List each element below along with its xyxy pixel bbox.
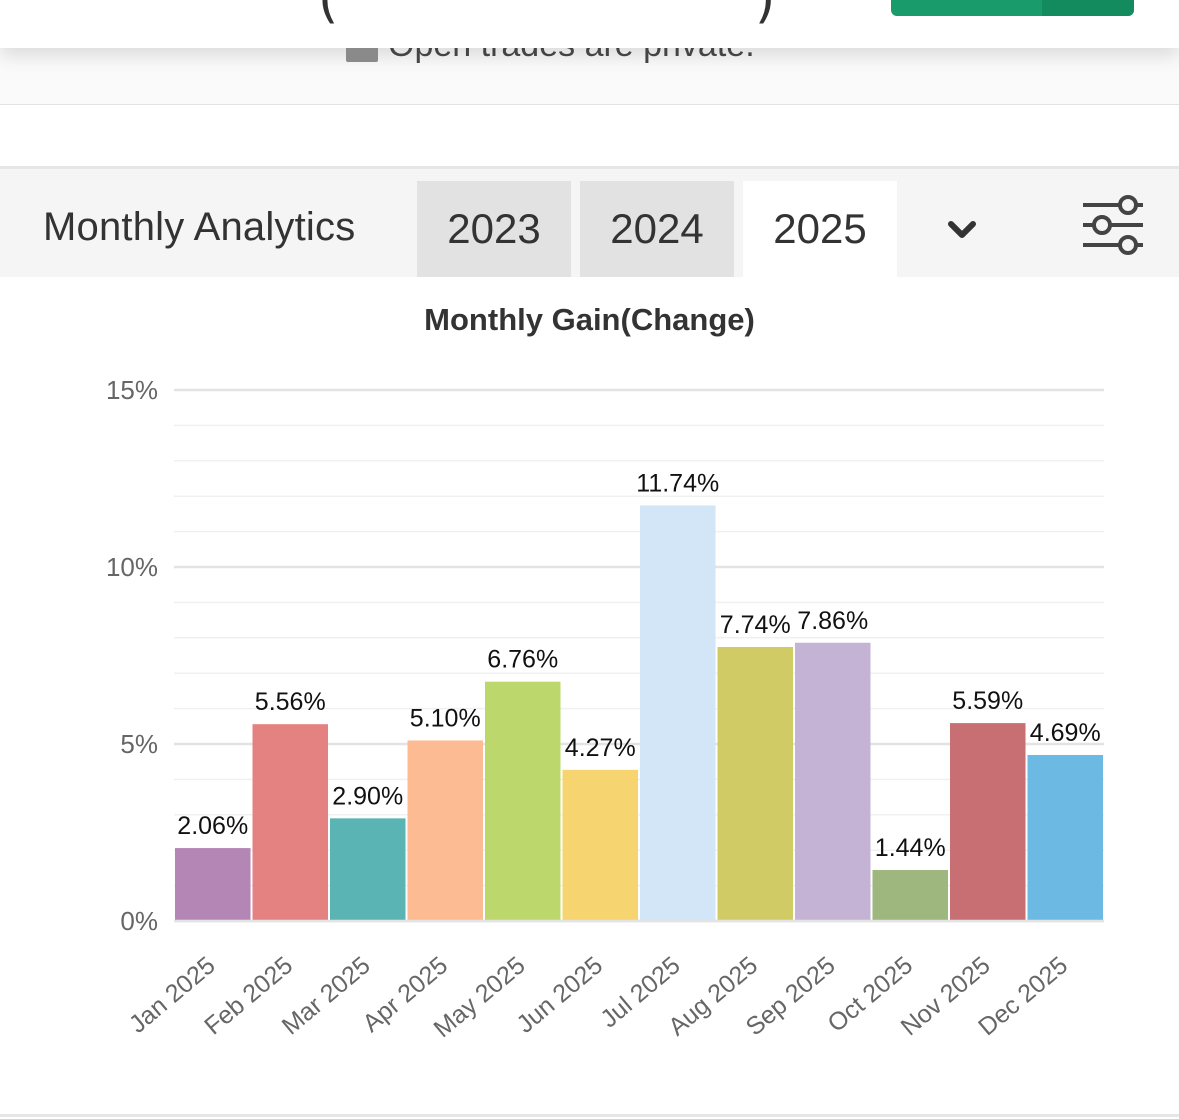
bar <box>175 848 251 921</box>
bar <box>562 769 638 921</box>
bar <box>950 723 1026 921</box>
y-tick-label: 5% <box>120 729 158 759</box>
private-trades-label: Open trades are private. <box>388 48 755 65</box>
sliders-icon[interactable] <box>1080 195 1146 255</box>
data-label: 5.59% <box>952 687 1023 715</box>
divider <box>0 1114 1179 1117</box>
spacer <box>0 105 1179 166</box>
divider <box>0 166 1179 169</box>
bar <box>717 647 793 921</box>
y-tick-label: 0% <box>120 906 158 936</box>
private-row <box>0 48 1179 104</box>
data-label: 5.10% <box>410 704 481 732</box>
tab-year-2023[interactable]: 2023 <box>417 181 571 277</box>
chevron-down-icon[interactable] <box>945 213 979 247</box>
top-left-paren: ( <box>318 0 339 30</box>
top-card: ( ) <box>0 0 1179 48</box>
bar <box>252 724 328 921</box>
bar <box>407 740 483 921</box>
private-trades-notice: Open trades are private. <box>346 48 755 78</box>
chart-title: Monthly Gain(Change) <box>424 302 755 337</box>
tab-year-2024[interactable]: 2024 <box>580 181 734 277</box>
tab-year-2025[interactable]: 2025 <box>743 181 897 277</box>
data-label: 2.90% <box>332 782 403 810</box>
top-action-button-segment[interactable] <box>1042 0 1134 16</box>
top-action-button[interactable] <box>891 0 1134 16</box>
x-tick-label: Mar 2025 <box>277 951 376 1040</box>
x-tick-label: Jun 2025 <box>511 951 608 1039</box>
y-tick-label: 10% <box>106 552 158 582</box>
divider <box>0 103 1179 105</box>
data-label: 1.44% <box>875 834 946 862</box>
top-right-paren: ) <box>755 0 776 30</box>
data-label: 4.27% <box>565 734 636 762</box>
bar <box>640 505 716 921</box>
bar <box>795 642 871 921</box>
bar <box>485 681 561 921</box>
data-label: 6.76% <box>487 646 558 674</box>
analytics-title: Monthly Analytics <box>43 205 356 249</box>
y-tick-label: 15% <box>106 375 158 405</box>
bar <box>330 818 406 921</box>
private-checkbox[interactable] <box>346 48 378 62</box>
bar <box>1027 754 1103 921</box>
data-label: 5.56% <box>255 688 326 716</box>
analytics-header: Monthly Analytics 2023 2024 2025 <box>0 169 1179 277</box>
data-label: 4.69% <box>1030 719 1101 747</box>
bar <box>872 870 948 921</box>
data-label: 11.74% <box>636 469 719 497</box>
data-label: 7.86% <box>797 607 868 635</box>
data-label: 7.74% <box>720 611 791 639</box>
data-label: 2.06% <box>177 812 248 840</box>
